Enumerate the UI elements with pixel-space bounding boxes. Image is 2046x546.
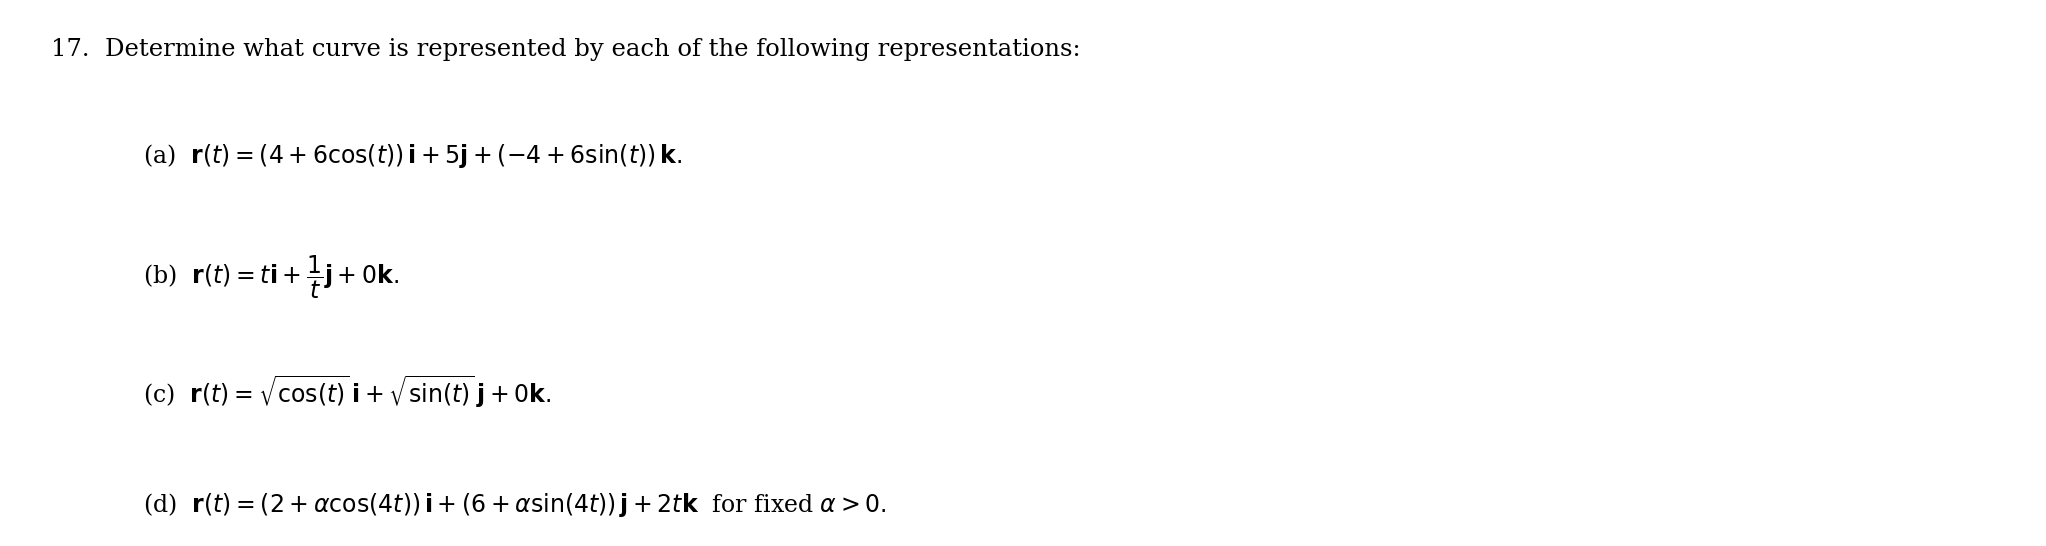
Text: (c)  $\mathbf{r}(t) = \sqrt{\cos(t)}\,\mathbf{i} + \sqrt{\sin(t)}\,\mathbf{j} + : (c) $\mathbf{r}(t) = \sqrt{\cos(t)}\,\ma…	[143, 374, 552, 411]
Text: 17.  Determine what curve is represented by each of the following representation: 17. Determine what curve is represented …	[51, 38, 1080, 61]
Text: (a)  $\mathbf{r}(t) = (4 + 6\cos(t))\,\mathbf{i} + 5\mathbf{j} + (-4 + 6\sin(t)): (a) $\mathbf{r}(t) = (4 + 6\cos(t))\,\ma…	[143, 142, 683, 170]
Text: (d)  $\mathbf{r}(t) = (2 + \alpha\cos(4t))\,\mathbf{i} + (6 + \alpha\sin(4t))\,\: (d) $\mathbf{r}(t) = (2 + \alpha\cos(4t)…	[143, 491, 886, 519]
Text: (b)  $\mathbf{r}(t) = t\mathbf{i} + \dfrac{1}{t}\mathbf{j} + 0\mathbf{k}.$: (b) $\mathbf{r}(t) = t\mathbf{i} + \dfra…	[143, 254, 399, 301]
